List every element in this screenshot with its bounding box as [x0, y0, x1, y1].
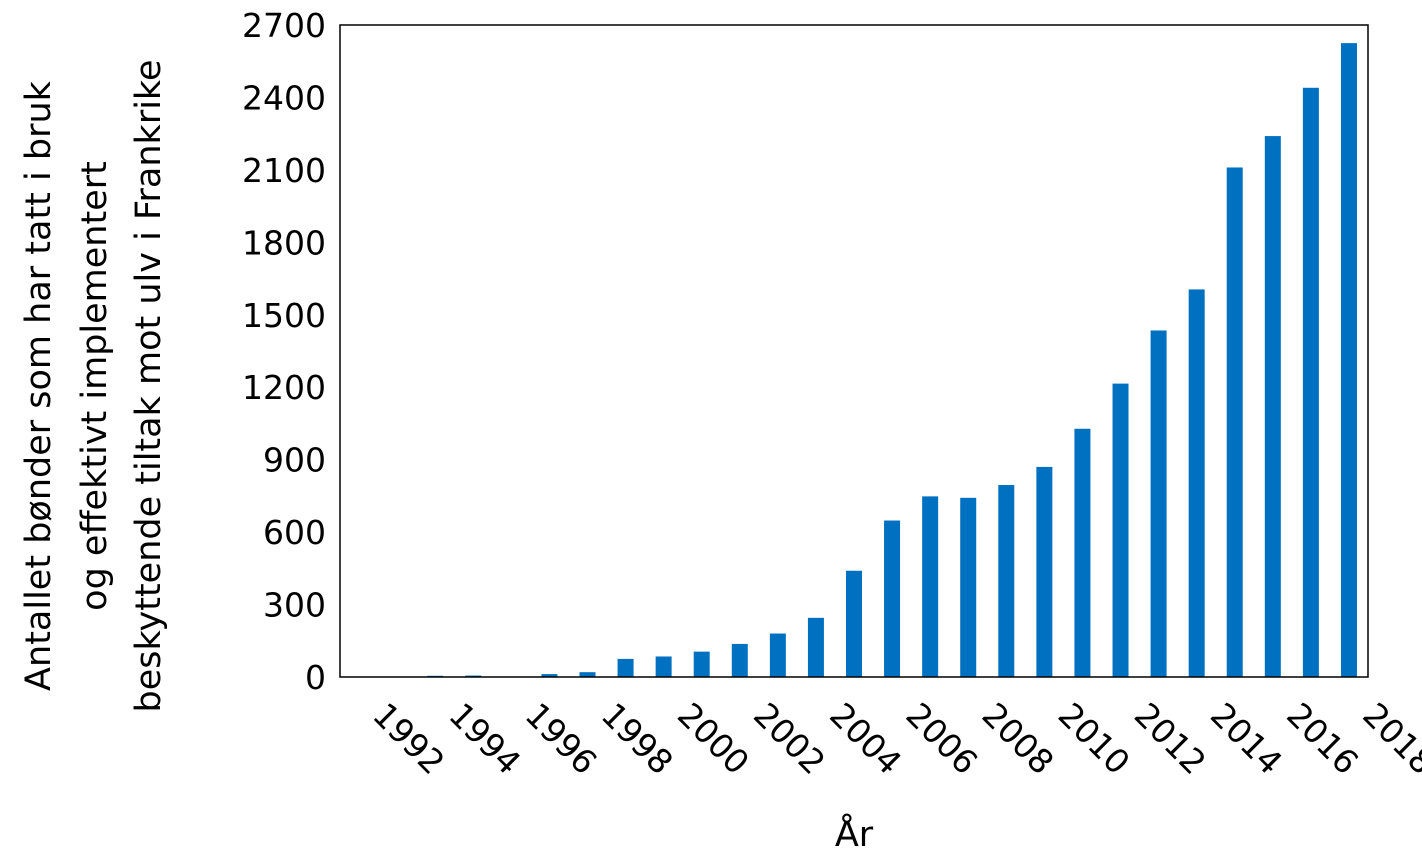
bar-2007	[922, 496, 939, 677]
y-axis-title-line: beskyttende tiltak mot ulv i Frankrike	[129, 60, 169, 713]
y-axis-title-line: Antallet bønder som har tatt i bruk	[19, 80, 59, 691]
bar-2000	[655, 656, 672, 677]
bar-2012	[1112, 383, 1129, 677]
y-tick-label: 900	[263, 441, 326, 480]
x-tick-label: 2006	[898, 695, 985, 782]
x-tick-label: 2010	[1051, 695, 1138, 782]
x-tick-label: 2018	[1355, 695, 1422, 782]
y-axis-ticks: 0 300 600 900 1200 1500 1800 2100 2400 2700	[242, 6, 326, 697]
x-tick-label: 2012	[1127, 695, 1214, 782]
y-tick-label: 1800	[242, 223, 326, 262]
bar-2003	[769, 633, 786, 677]
x-tick-label: 2014	[1203, 695, 1290, 782]
x-axis-title: År	[835, 812, 874, 855]
y-axis-title-line: og effektivt implementert	[75, 161, 115, 611]
x-tick-label: 2008	[975, 695, 1062, 782]
bar-1999	[617, 658, 634, 677]
bar-2008	[960, 497, 977, 677]
x-tick-label: 2016	[1279, 695, 1366, 782]
x-tick-label: 1992	[365, 695, 452, 782]
x-tick-label: 2004	[822, 695, 909, 782]
bar-2017	[1302, 87, 1319, 678]
bars	[427, 43, 1357, 678]
plot-area-frame	[339, 24, 1369, 678]
bar-2005	[846, 570, 862, 677]
bar-2009	[998, 485, 1015, 677]
bar-2002	[731, 643, 748, 677]
y-tick-label: 0	[305, 658, 326, 697]
y-tick-label: 300	[263, 586, 326, 625]
bar-2006	[884, 520, 901, 677]
x-axis-ticks: 1992199419961998200020022004200620082010…	[365, 695, 1422, 782]
bar-2015	[1226, 167, 1243, 678]
bar-2010	[1036, 466, 1053, 677]
bar-1998	[579, 672, 596, 677]
y-axis-title: Antallet bønder som har tatt i bruk og ef…	[19, 60, 169, 713]
y-tick-label: 1500	[242, 296, 326, 335]
x-tick-label: 1998	[594, 695, 681, 782]
bar-2011	[1074, 428, 1091, 677]
y-tick-label: 2400	[242, 78, 326, 117]
x-tick-label: 1994	[442, 695, 529, 782]
bar-2014	[1188, 289, 1205, 677]
x-tick-label: 2000	[670, 695, 757, 782]
x-tick-label: 2002	[746, 695, 833, 782]
bar-2016	[1264, 136, 1281, 677]
y-tick-label: 600	[263, 513, 326, 552]
bar-2001	[693, 651, 710, 677]
bar-2013	[1150, 330, 1167, 677]
y-tick-label: 2100	[242, 151, 326, 190]
bar-1997	[541, 674, 558, 677]
bar-2018	[1340, 43, 1357, 678]
x-tick-label: 1996	[518, 695, 605, 782]
bar-2004	[807, 617, 824, 677]
y-tick-label: 2700	[242, 6, 326, 45]
y-tick-label: 1200	[242, 368, 326, 407]
